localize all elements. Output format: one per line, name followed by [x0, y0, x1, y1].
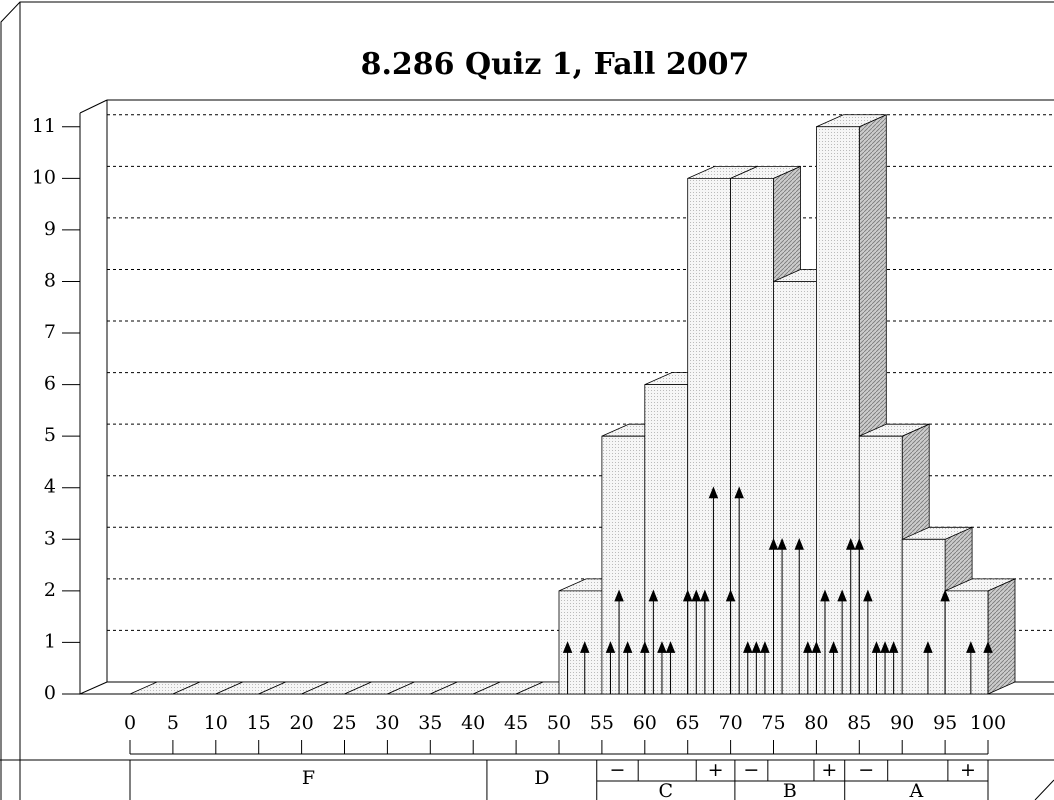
y-tick-label: 2: [44, 579, 56, 601]
y-tick-label: 4: [44, 476, 56, 498]
frame: [19, 2, 1054, 800]
grade-label: B: [783, 780, 797, 800]
y-tick-label: 8: [44, 269, 56, 291]
x-tick-label: 50: [547, 712, 571, 734]
bar-face: [773, 281, 817, 695]
chart-title: 8.286 Quiz 1, Fall 2007: [361, 47, 750, 82]
bar-face: [901, 538, 946, 695]
x-tick-label: 60: [633, 712, 657, 734]
grade-plus: +: [708, 759, 724, 781]
bar-face: [601, 435, 646, 695]
score-arrow: [837, 589, 847, 694]
grade-plus: +: [960, 759, 976, 781]
grade-label: D: [534, 767, 549, 789]
x-tick-label: 45: [504, 712, 528, 734]
score-arrow: [983, 641, 993, 694]
y-tick-label: 5: [44, 424, 56, 446]
x-tick-label: 75: [761, 712, 785, 734]
bar: [944, 578, 1016, 695]
y-tick-label: 9: [44, 218, 56, 240]
score-arrow: [880, 641, 890, 694]
grade-label: A: [908, 780, 923, 800]
score-arrow: [640, 641, 650, 694]
score-arrow: [888, 641, 899, 694]
left-wall: [79, 99, 108, 695]
bar-face: [558, 590, 603, 695]
x-tick-label: 70: [719, 712, 743, 734]
score-arrow: [665, 641, 676, 694]
x-tick-label: 10: [204, 712, 228, 734]
bar-face: [987, 578, 1016, 695]
score-arrow: [743, 641, 753, 694]
score-arrow: [940, 589, 950, 694]
score-arrow: [794, 537, 804, 694]
bar-face: [816, 126, 860, 695]
grade-label: C: [659, 780, 674, 800]
bar-face: [858, 435, 903, 695]
score-arrow: [682, 589, 693, 694]
bar-face: [730, 177, 774, 695]
score-arrow: [828, 641, 839, 694]
score-arrow: [657, 641, 667, 694]
y-tick-label: 10: [32, 166, 56, 188]
x-tick-label: 65: [676, 712, 700, 734]
bar-face: [687, 177, 731, 695]
x-tick-label: 30: [375, 712, 399, 734]
grade-minus: −: [743, 759, 759, 781]
grade-label: F: [302, 767, 315, 789]
x-tick-label: 90: [890, 712, 914, 734]
x-tick-label: 80: [804, 712, 828, 734]
y-tick-label: 0: [44, 682, 56, 704]
grade-minus: −: [858, 759, 874, 781]
x-tick-label: 20: [290, 712, 314, 734]
x-tick-label: 55: [590, 712, 614, 734]
score-arrow: [760, 641, 770, 694]
score-arrow: [708, 486, 719, 694]
y-tick-label: 6: [44, 373, 56, 395]
score-arrow: [803, 641, 813, 694]
score-arrow: [966, 641, 976, 694]
y-tick-label: 7: [44, 321, 56, 343]
y-tick-label: 1: [44, 630, 56, 652]
bar-face: [644, 384, 689, 695]
score-arrow: [871, 641, 882, 694]
score-arrow: [777, 537, 787, 694]
x-tick-label: 95: [933, 712, 957, 734]
score-arrow: [725, 589, 736, 694]
x-tick-label: 25: [332, 712, 356, 734]
score-arrow: [691, 589, 702, 694]
x-tick-label: 5: [167, 712, 179, 734]
score-arrow: [923, 641, 933, 694]
grade-minus: −: [610, 759, 626, 781]
score-arrow: [648, 589, 659, 694]
score-arrow: [863, 589, 873, 694]
y-tick-label: 11: [32, 115, 56, 137]
score-arrow: [734, 486, 744, 694]
score-arrow: [811, 641, 822, 694]
x-tick-label: 100: [970, 712, 1006, 734]
grade-plus: +: [821, 759, 837, 781]
score-arrow: [854, 537, 865, 694]
score-arrow: [614, 589, 624, 694]
y-tick-label: 3: [44, 527, 56, 549]
score-arrow: [622, 641, 633, 694]
score-arrow: [845, 537, 856, 694]
x-tick-label: 15: [247, 712, 271, 734]
bar-face: [944, 590, 989, 695]
score-arrow: [820, 589, 830, 694]
x-tick-label: 35: [418, 712, 442, 734]
score-arrow: [580, 641, 590, 694]
x-tick-label: 85: [847, 712, 871, 734]
score-arrow: [751, 641, 762, 694]
x-tick-label: 40: [461, 712, 485, 734]
score-arrow: [700, 589, 710, 694]
score-arrow: [605, 641, 616, 694]
x-tick-label: 0: [124, 712, 136, 734]
score-arrow: [768, 537, 779, 694]
score-arrow: [562, 641, 573, 694]
